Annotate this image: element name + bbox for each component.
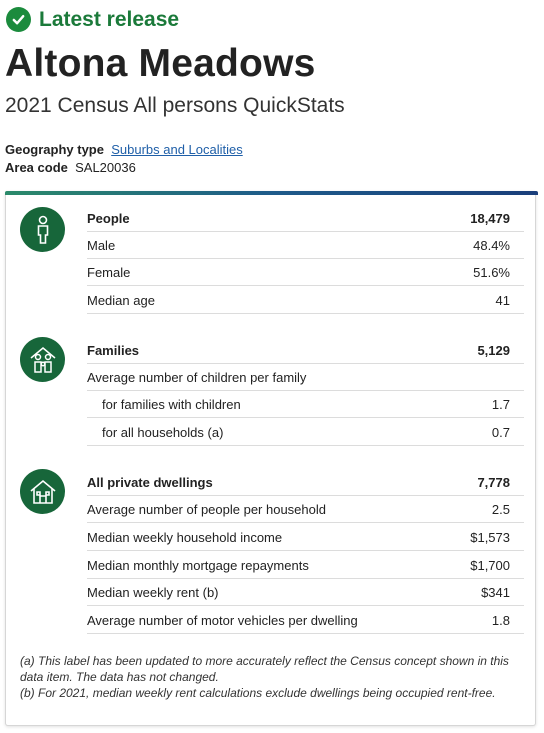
geography-type-label: Geography type: [5, 142, 104, 157]
area-code-label: Area code: [5, 160, 68, 175]
mortgage-row: Median monthly mortgage repayments $1,70…: [87, 552, 524, 579]
check-circle-icon: [6, 7, 31, 32]
avg-children-row: Average number of children per family: [87, 364, 524, 391]
motor-vehicles-row: Average number of motor vehicles per dwe…: [87, 607, 524, 634]
footnote-a: (a) This label has been updated to more …: [20, 654, 509, 684]
card-accent-bar: [5, 191, 538, 195]
quickstats-card: People 18,479 Male 48.4% Female 51.6% Me…: [5, 191, 538, 726]
latest-release-badge: Latest release: [6, 7, 179, 32]
all-households-row: for all households (a) 0.7: [87, 419, 524, 446]
male-row: Male 48.4%: [87, 232, 524, 259]
geography-type-line: Geography type Suburbs and Localities: [5, 142, 243, 157]
people-per-household-row: Average number of people per household 2…: [87, 496, 524, 523]
families-row: Families 5,129: [87, 337, 524, 364]
area-code-line: Area code SAL20036: [5, 160, 136, 175]
female-row: Female 51.6%: [87, 259, 524, 286]
people-row: People 18,479: [87, 205, 524, 232]
footnote-b: (b) For 2021, median weekly rent calcula…: [20, 686, 496, 700]
weekly-rent-row: Median weekly rent (b) $341: [87, 579, 524, 606]
family-icon: [20, 337, 65, 382]
footnotes: (a) This label has been updated to more …: [20, 653, 525, 701]
families-with-children-row: for families with children 1.7: [87, 391, 524, 418]
area-code-value: SAL20036: [75, 160, 136, 175]
household-income-row: Median weekly household income $1,573: [87, 524, 524, 551]
person-icon: [20, 207, 65, 252]
geography-type-link[interactable]: Suburbs and Localities: [111, 142, 243, 157]
page-subtitle: 2021 Census All persons QuickStats: [5, 94, 345, 117]
release-label: Latest release: [39, 7, 180, 31]
median-age-row: Median age 41: [87, 287, 524, 314]
page-title: Altona Meadows: [5, 42, 316, 85]
dwellings-row: All private dwellings 7,778: [87, 469, 524, 496]
house-icon: [20, 469, 65, 514]
